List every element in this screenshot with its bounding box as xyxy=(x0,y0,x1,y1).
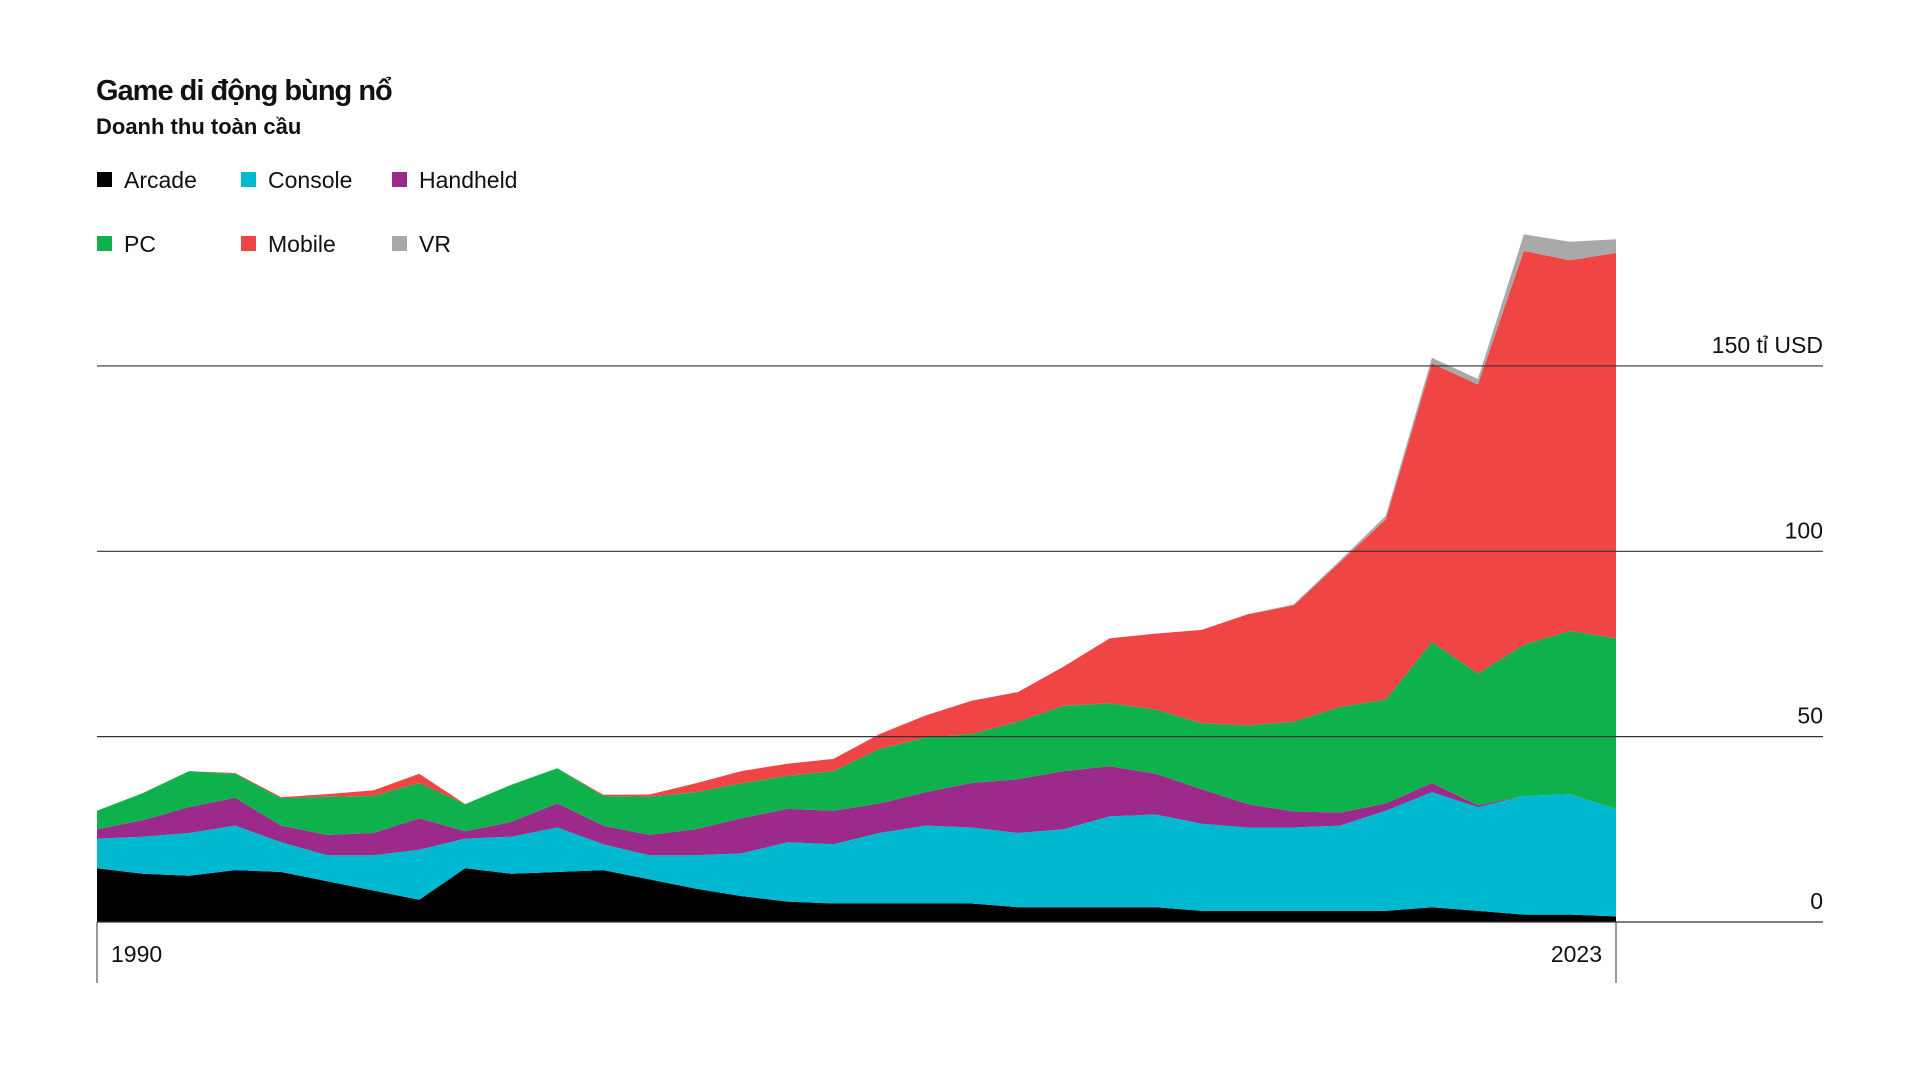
area xyxy=(97,251,1616,811)
y-tick-label: 50 xyxy=(1797,703,1823,729)
y-tick-label: 100 xyxy=(1785,517,1823,543)
y-tick-label: 150 tỉ USD xyxy=(1712,332,1823,358)
area xyxy=(97,766,1616,856)
x-tick-label: 2023 xyxy=(1551,941,1602,967)
area xyxy=(97,631,1616,835)
legend-swatch xyxy=(97,172,112,187)
legend-swatch xyxy=(392,236,407,251)
y-tick-label: 0 xyxy=(1810,888,1823,914)
area xyxy=(97,792,1616,917)
x-tick-label: 1990 xyxy=(111,941,162,967)
chart-subtitle: Doanh thu toàn cầu xyxy=(96,114,301,139)
legend-label: Mobile xyxy=(268,231,336,257)
legend-label: VR xyxy=(419,231,451,257)
legend-swatch xyxy=(97,236,112,251)
legend-swatch xyxy=(392,172,407,187)
legend-label: PC xyxy=(124,231,156,257)
legend-label: Console xyxy=(268,167,352,193)
chart-title: Game di động bùng nổ xyxy=(96,75,392,107)
legend-swatch xyxy=(241,236,256,251)
legend-label: Handheld xyxy=(419,167,517,193)
legend-label: Arcade xyxy=(124,167,197,193)
area xyxy=(97,868,1616,922)
legend-swatch xyxy=(241,172,256,187)
